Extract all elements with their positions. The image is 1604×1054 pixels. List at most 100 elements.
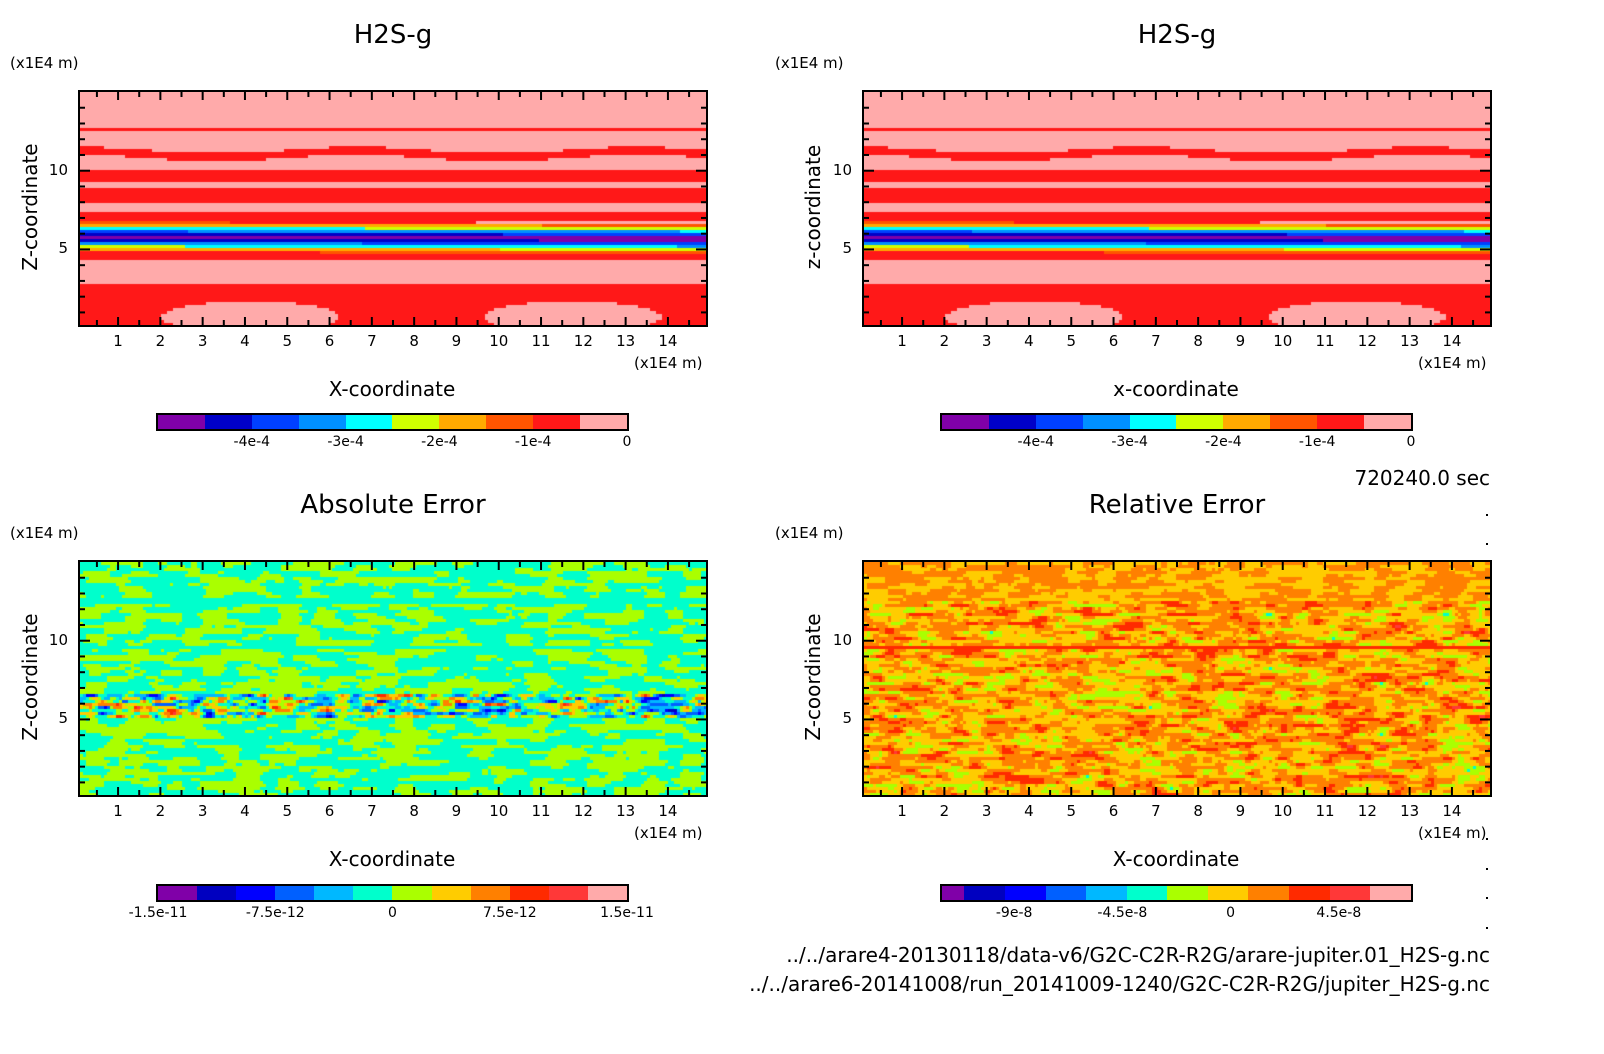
y-unit-label: (x1E4 m): [10, 54, 79, 72]
x-unit-label: (x1E4 m): [634, 354, 703, 372]
y-tick-label: 5: [842, 709, 852, 728]
x-tick-label: 2: [155, 332, 166, 350]
colorbar-tick-label: 0: [622, 434, 632, 450]
y-unit-label: (x1E4 m): [775, 524, 844, 542]
colorbar-swatch: [1086, 886, 1127, 900]
x-tick-label: 13: [1400, 802, 1420, 820]
colorbar-swatch: [251, 415, 299, 429]
heatmap-field: [864, 562, 1490, 795]
colorbar-swatch: [1129, 415, 1177, 429]
x-tick-label: 4: [240, 802, 250, 820]
x-tick-label: 9: [451, 332, 462, 350]
x-tick-label: 9: [1235, 802, 1246, 820]
marker-dot: [1486, 927, 1488, 929]
x-tick-label: 11: [1315, 802, 1335, 820]
y-unit-label: (x1E4 m): [775, 54, 844, 72]
x-tick-label: 8: [409, 332, 419, 350]
x-tick-label: 13: [616, 802, 636, 820]
colorbar-swatch: [580, 415, 627, 429]
heatmap-field: [864, 92, 1490, 325]
y-tick-label: 5: [58, 239, 68, 258]
marker-dot: [1486, 514, 1488, 516]
x-tick-label: 2: [155, 802, 166, 820]
colorbar-swatch: [1270, 415, 1318, 429]
x-tick-label: 7: [367, 332, 377, 350]
x-tick-label: 6: [1108, 802, 1119, 820]
marker-dot: [1486, 543, 1488, 545]
x-tick-label: 1: [897, 332, 907, 350]
colorbar-tick-label: -3e-4: [1111, 434, 1148, 450]
x-tick-label: 5: [282, 802, 293, 820]
colorbar-swatch: [1082, 415, 1130, 429]
x-tick-label: 14: [1442, 802, 1462, 820]
x-tick-label: 12: [1357, 802, 1377, 820]
colorbar-tick-label: -1e-4: [514, 434, 552, 450]
colorbar-tick-label: -4e-4: [233, 434, 271, 450]
colorbar-tick-label: -1e-4: [1298, 434, 1336, 450]
colorbar: [940, 884, 1413, 902]
x-tick-label: 14: [1442, 332, 1462, 350]
colorbar-tick-label: 1.5e-11: [600, 905, 654, 921]
colorbar-swatch: [298, 415, 346, 429]
colorbar-tick-label: 0: [1226, 905, 1236, 921]
x-tick-label: 8: [1193, 332, 1203, 350]
marker-dot: [1486, 868, 1488, 870]
x-tick-label: 1: [113, 332, 123, 350]
colorbar-tick-label: -4.5e-8: [1097, 905, 1148, 921]
x-tick-label: 7: [1151, 332, 1161, 350]
x-tick-label: 12: [573, 802, 593, 820]
x-tick-label: 4: [1024, 332, 1034, 350]
x-tick-label: 3: [197, 802, 208, 820]
colorbar-swatch: [275, 886, 315, 900]
x-tick-label: 9: [1235, 332, 1246, 350]
colorbar-tick-label: -2e-4: [421, 434, 458, 450]
x-tick-label: 5: [1066, 802, 1077, 820]
colorbar-swatch: [533, 415, 581, 429]
x-axis-label: x-coordinate: [1113, 377, 1239, 401]
chart-title: Absolute Error: [300, 490, 486, 520]
heatmap-plot-area: [862, 560, 1492, 797]
y-tick-label: 5: [58, 709, 68, 728]
x-tick-label: 11: [531, 802, 551, 820]
y-tick-label: 10: [48, 160, 68, 179]
file-path-1: ../../arare4-20130118/data-v6/G2C-C2R-R2…: [786, 943, 1490, 967]
colorbar-tick-label: -9e-8: [995, 905, 1033, 921]
x-unit-label: (x1E4 m): [1418, 354, 1487, 372]
x-tick-label: 3: [981, 332, 992, 350]
x-tick-label: 1: [897, 802, 907, 820]
x-tick-label: 7: [367, 802, 377, 820]
x-tick-label: 2: [939, 332, 950, 350]
x-tick-label: 6: [324, 332, 335, 350]
x-tick-label: 4: [1024, 802, 1034, 820]
colorbar-tick-label: 4.5e-8: [1316, 905, 1362, 921]
x-tick-label: 5: [1066, 332, 1077, 350]
colorbar-swatch: [236, 886, 276, 900]
x-tick-label: 14: [658, 332, 678, 350]
x-tick-label: 13: [616, 332, 636, 350]
heatmap-field: [80, 562, 706, 795]
colorbar-swatch: [1207, 886, 1249, 900]
x-tick-label: 6: [1108, 332, 1119, 350]
heatmap-plot-area: [78, 90, 708, 327]
chart-title: H2S-g: [353, 20, 433, 50]
marker-dot: [1486, 838, 1488, 840]
colorbar-tick-label: 7.5e-12: [482, 905, 537, 921]
x-unit-label: (x1E4 m): [634, 824, 703, 842]
time-label: 720240.0 sec: [1354, 466, 1490, 490]
colorbar-swatch: [431, 886, 471, 900]
x-tick-label: 2: [939, 802, 950, 820]
x-tick-label: 4: [240, 332, 250, 350]
x-tick-label: 3: [197, 332, 208, 350]
colorbar-tick-label: -7.5e-12: [245, 905, 305, 921]
x-tick-label: 11: [1315, 332, 1335, 350]
colorbar-swatch: [1045, 886, 1087, 900]
colorbar-swatch: [1289, 886, 1330, 900]
colorbar-swatch: [988, 415, 1036, 429]
y-tick-label: 5: [842, 239, 852, 258]
y-tick-label: 10: [832, 630, 852, 649]
colorbar-swatch: [314, 886, 354, 900]
x-tick-label: 3: [981, 802, 992, 820]
colorbar-swatch: [204, 415, 252, 429]
